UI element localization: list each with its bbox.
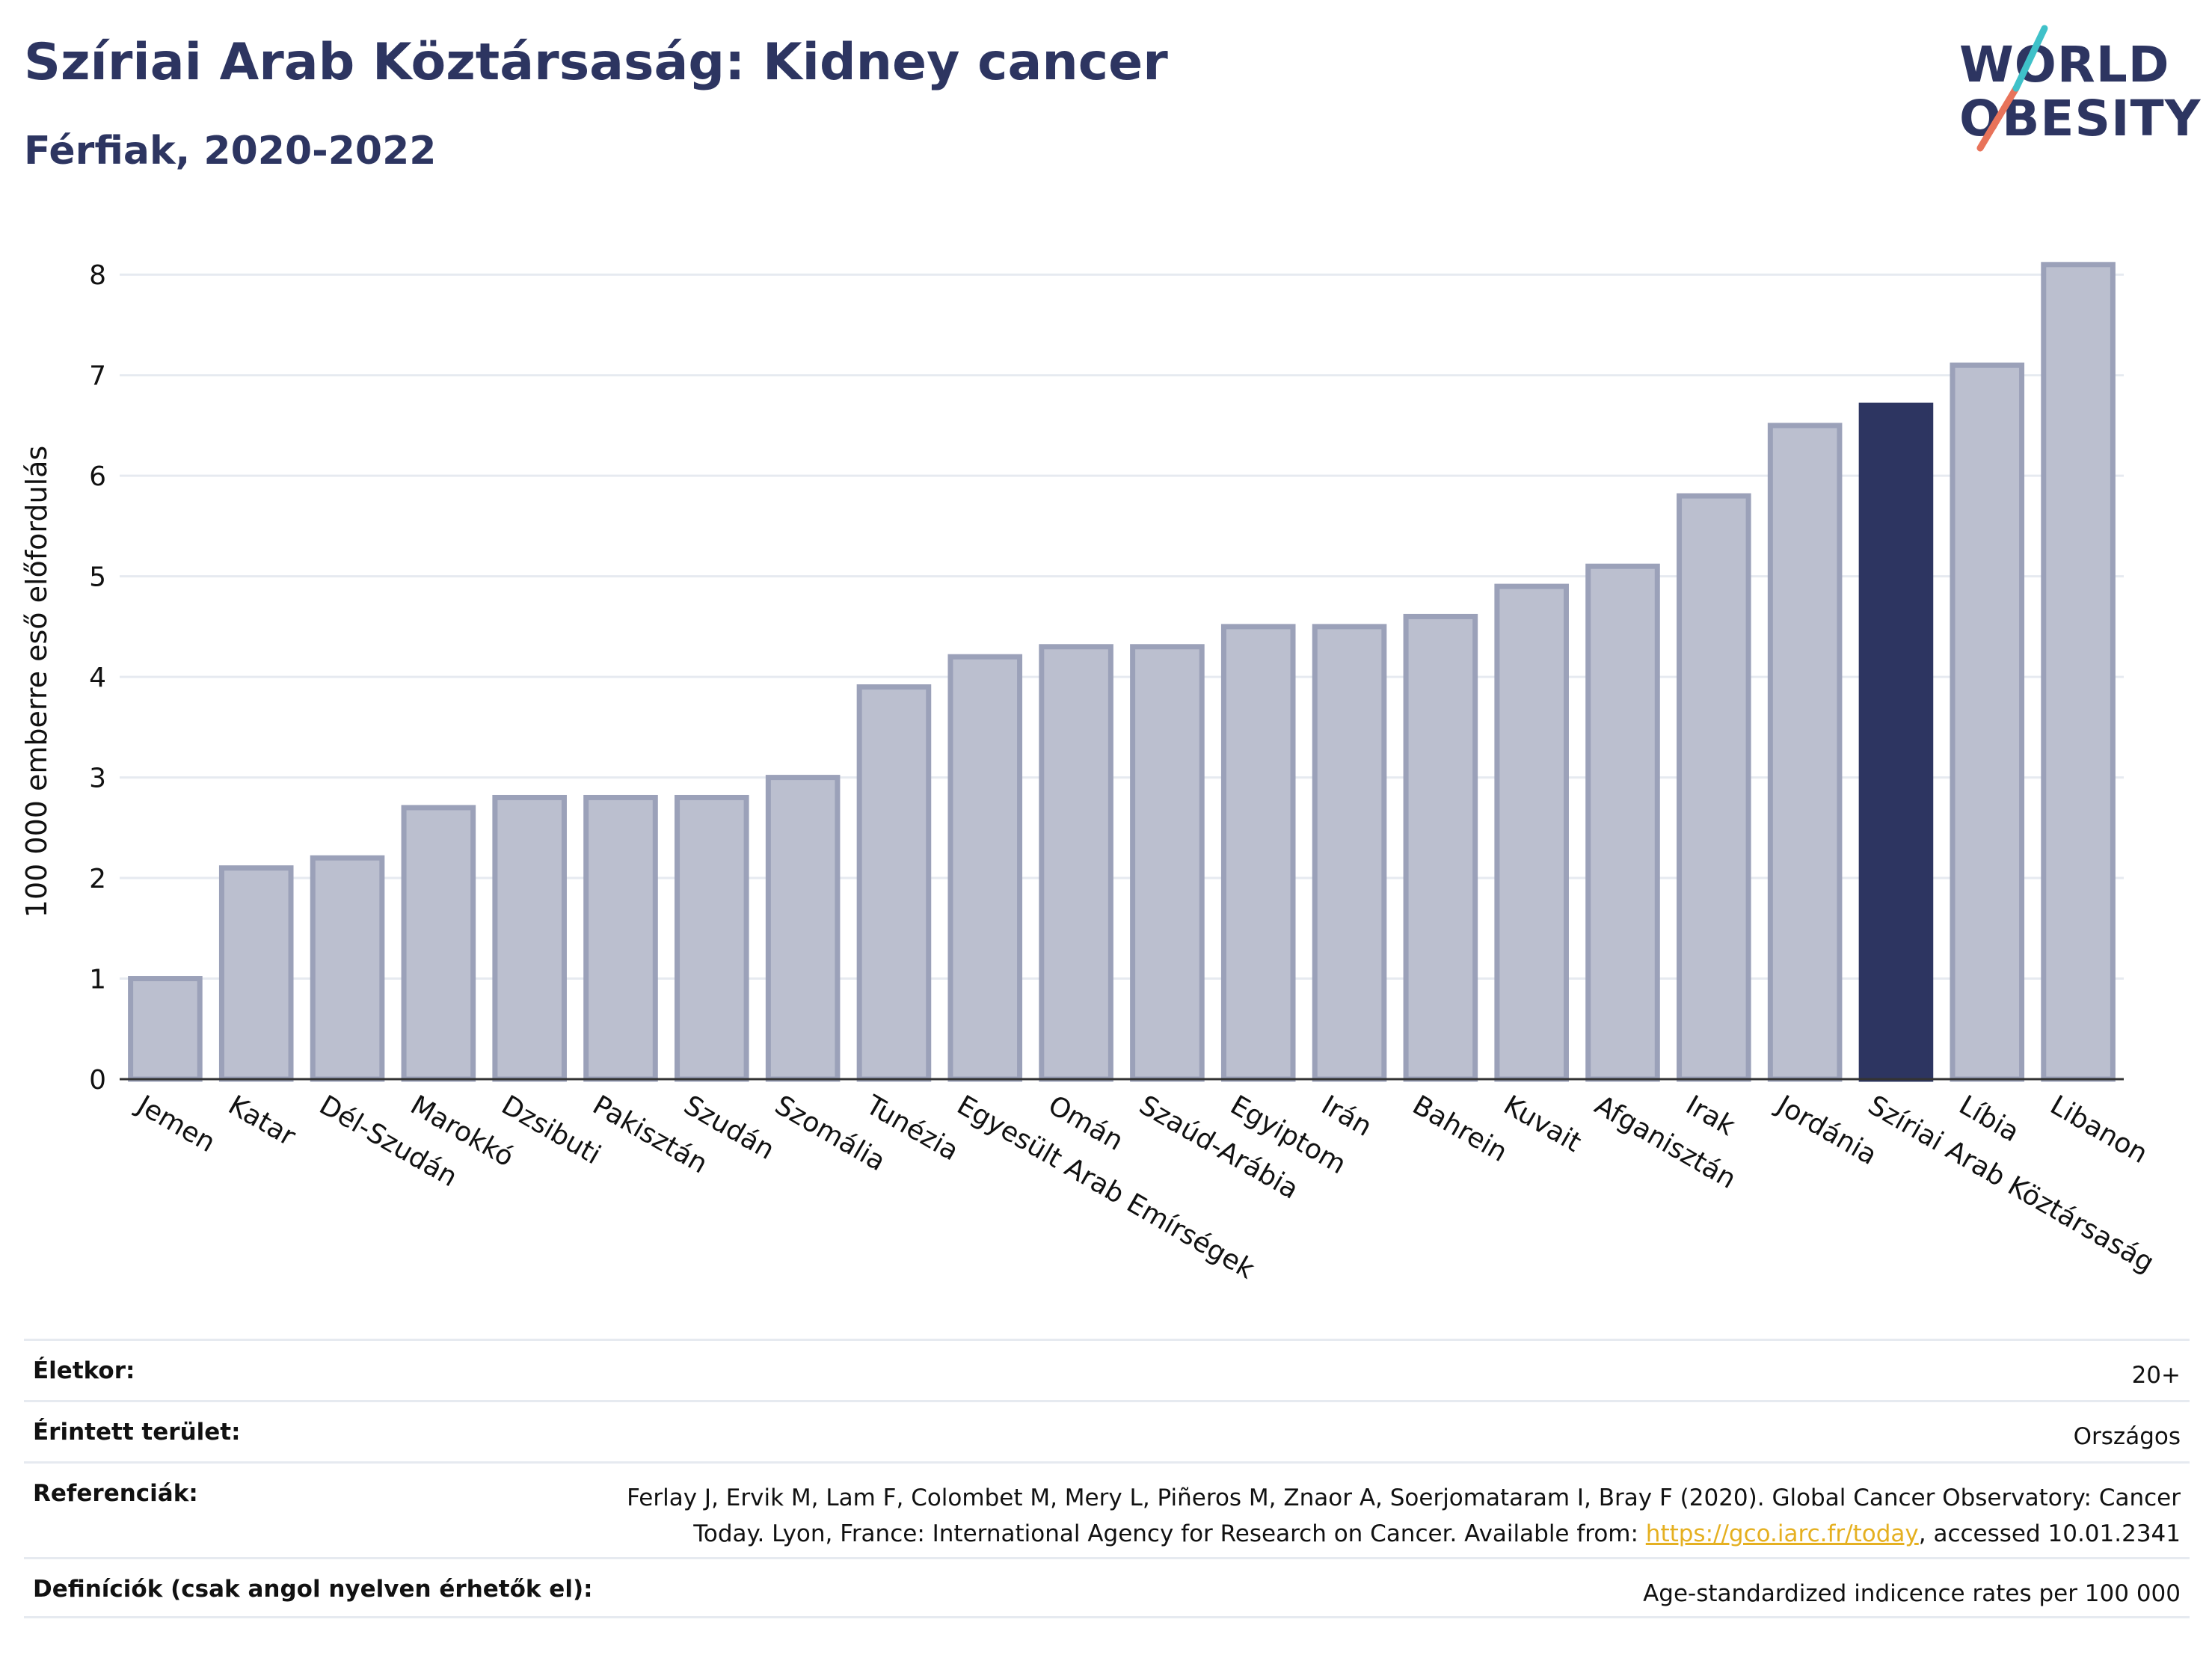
y-axis-label: 100 000 emberre eső előfordulás [20,446,53,918]
x-tick-label: Irak [1680,1090,1740,1142]
bar-egyesült-arab-emírségek [947,654,1023,1082]
chart-subtitle: Férfiak, 2020-2022 [24,129,437,174]
y-tick-label: 7 [89,361,106,392]
references-line-2: Today. Lyon, France: International Agenc… [693,1520,1646,1547]
bar-dél-szudán [310,855,385,1082]
bar-líbia [1950,362,2025,1082]
y-tick-label: 3 [89,764,106,794]
references-text: Ferlay J, Ervik M, Lam F, Colombet M, Me… [627,1480,2181,1552]
bar-szaúd-arábia [1130,644,1205,1082]
bar-szíriai-arab-köztársaság [1858,402,1934,1082]
bar-jemen [128,976,203,1082]
y-tick-label: 8 [89,260,106,291]
bar-katar [218,865,294,1082]
info-row-references: Referenciák: Ferlay J, Ervik M, Lam F, C… [24,1461,2190,1557]
bar-jordánia [1767,423,1843,1082]
x-tick-label: Jordánia [1770,1089,1881,1171]
references-line-3: , accessed 10.01.2341 [1918,1520,2181,1547]
y-tick-label: 5 [89,562,106,593]
x-tick-label: Dzsibuti [497,1090,606,1170]
bar-bahrein [1403,613,1478,1082]
bars [128,262,2116,1082]
info-row-age: Életkor: 20+ [24,1339,2190,1400]
references-label: Referenciák: [33,1480,198,1507]
x-tick-labels: Jemen Katar Dél-SzudánMarokkóDzsibutiPakis… [131,1089,2160,1285]
bar-irán [1312,624,1387,1082]
bar-tunézia [856,684,932,1082]
info-row-definitions: Definíciók (csak angol nyelven érhetők e… [24,1557,2190,1618]
info-row-area: Érintett terület: Országos [24,1400,2190,1461]
y-tick-label: 0 [89,1065,106,1096]
definitions-value: Age-standardized indicence rates per 100… [1643,1580,2181,1607]
bar-pakisztán [583,794,658,1082]
bar-szudán [675,794,749,1082]
area-label: Érintett terület: [33,1419,241,1446]
age-value: 20+ [2131,1362,2181,1389]
bar-dzsibuti [492,794,567,1082]
x-tick-label: Kuvait [1499,1090,1587,1158]
age-label: Életkor: [33,1357,135,1384]
y-tick-label: 4 [89,663,106,693]
x-tick-label: Bahrein [1407,1090,1512,1168]
bar-libanon [2041,262,2116,1082]
bar-egyiptom [1220,624,1296,1082]
x-tick-label: Jemen [131,1089,221,1158]
bar-irak [1677,493,1751,1082]
bar-chart: 0 1 2 3 4 5 6 7 8 Jemen Katar Dél-SzudánMarokkóDzs… [20,260,2160,1285]
logo-slash-icon [1976,25,2048,152]
logo-line-1: WORLD [1959,36,2170,93]
references-link[interactable]: https://gco.iarc.fr/today [1645,1520,1919,1547]
world-obesity-logo: WORLD OBESITY [1944,21,2200,156]
bar-omán [1039,644,1113,1082]
chart-title: Szíriai Arab Köztársaság: Kidney cancer [24,33,1168,92]
info-table: Életkor: 20+ Érintett terület: Országos … [24,1339,2190,1618]
references-line-1: Ferlay J, Ervik M, Lam F, Colombet M, Me… [627,1484,2181,1511]
x-tick-label: Libanon [2045,1090,2153,1170]
area-value: Országos [2073,1423,2181,1450]
y-tick-label: 6 [89,461,106,492]
bar-kuvait [1494,583,1569,1082]
definitions-label: Definíciók (csak angol nyelven érhetők e… [33,1576,593,1603]
x-tick-label: Irán [1316,1090,1377,1143]
bar-afganisztán [1585,563,1660,1082]
x-tick-label: Katar [223,1090,301,1152]
bar-marokkó [401,805,476,1082]
y-tick-label: 2 [89,864,106,894]
y-tick-labels: 0 1 2 3 4 5 6 7 8 [89,260,106,1096]
x-tick-label: Szaúd-Arábia [1134,1090,1303,1206]
y-tick-label: 1 [89,965,106,995]
bar-szomália [765,775,841,1082]
